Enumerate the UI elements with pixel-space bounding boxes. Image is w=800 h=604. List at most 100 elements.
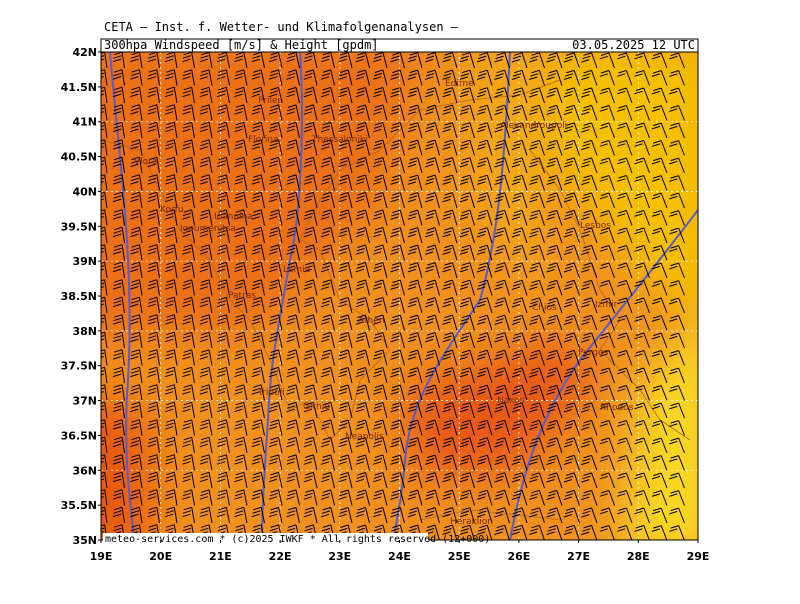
wind-barb bbox=[529, 262, 545, 279]
wind-barb bbox=[338, 437, 353, 454]
wind-barb bbox=[459, 437, 475, 454]
wind-barb bbox=[268, 314, 283, 331]
wind-barb bbox=[511, 314, 528, 331]
wind-barb bbox=[442, 192, 458, 209]
wind-barb bbox=[303, 86, 318, 104]
wind-barb bbox=[112, 156, 125, 174]
wind-barb bbox=[112, 279, 125, 296]
wind-barb bbox=[101, 349, 108, 366]
wind-barb bbox=[373, 349, 388, 366]
wind-barb bbox=[182, 419, 195, 436]
wind-barb bbox=[320, 401, 335, 419]
wind-barb bbox=[442, 227, 458, 244]
wind-barb bbox=[234, 471, 248, 489]
wind-barb bbox=[599, 87, 615, 104]
wind-barb bbox=[459, 297, 475, 314]
wind-barb bbox=[546, 454, 563, 471]
wind-barb bbox=[320, 436, 335, 454]
wind-barb bbox=[251, 52, 265, 69]
wind-barb bbox=[182, 366, 195, 384]
wind-barb bbox=[373, 384, 388, 401]
wind-barb bbox=[390, 139, 405, 156]
wind-barb bbox=[390, 122, 405, 139]
wind-barb bbox=[286, 261, 300, 279]
wind-barb bbox=[494, 104, 510, 121]
wind-barb bbox=[634, 402, 650, 419]
wind-barb bbox=[459, 139, 475, 156]
wind-barb bbox=[563, 157, 580, 174]
wind-barb bbox=[477, 314, 493, 331]
wind-barb bbox=[303, 436, 318, 454]
wind-barb bbox=[303, 209, 318, 226]
wind-barb bbox=[563, 524, 580, 540]
wind-barb bbox=[268, 279, 283, 296]
wind-barb bbox=[286, 209, 300, 226]
wind-barb bbox=[546, 244, 563, 261]
wind-barb bbox=[546, 262, 563, 279]
wind-barb bbox=[459, 384, 475, 401]
wind-barb bbox=[617, 105, 633, 121]
wind-barb bbox=[338, 297, 353, 314]
wind-barb bbox=[442, 157, 458, 174]
wind-barb bbox=[425, 104, 440, 121]
wind-barb bbox=[477, 209, 493, 226]
wind-barb bbox=[407, 174, 423, 191]
wind-barb bbox=[268, 244, 283, 261]
wind-barb bbox=[669, 385, 685, 401]
wind-barb bbox=[634, 350, 650, 366]
wind-barb bbox=[617, 315, 633, 331]
wind-barb bbox=[147, 384, 160, 401]
lon-label: 20E bbox=[149, 550, 172, 563]
wind-barb bbox=[199, 454, 213, 471]
wind-barb bbox=[234, 174, 248, 191]
wind-barb bbox=[634, 280, 650, 296]
wind-barb bbox=[581, 174, 598, 191]
wind-barb bbox=[355, 489, 370, 506]
wind-barb bbox=[373, 524, 388, 540]
wind-barb bbox=[268, 296, 283, 314]
wind-barb bbox=[390, 349, 405, 366]
wind-barb bbox=[216, 314, 230, 331]
wind-barb bbox=[390, 332, 405, 349]
wind-barb bbox=[511, 367, 528, 384]
wind-barb bbox=[407, 192, 423, 209]
wind-barb bbox=[251, 401, 265, 419]
wind-barb bbox=[164, 366, 178, 384]
wind-barb bbox=[234, 52, 248, 69]
wind-barb bbox=[617, 262, 633, 279]
wind-barb bbox=[390, 402, 405, 419]
wind-barb bbox=[373, 314, 388, 331]
wind-barb bbox=[407, 454, 423, 471]
wind-barb bbox=[599, 192, 615, 209]
wind-barb bbox=[390, 244, 405, 261]
wind-barb bbox=[651, 332, 668, 349]
wind-barb bbox=[182, 191, 195, 209]
wind-barb bbox=[338, 104, 353, 121]
city-label: Edirne bbox=[445, 79, 474, 89]
wind-barb bbox=[286, 279, 300, 296]
wind-barb bbox=[303, 471, 318, 489]
wind-barb bbox=[251, 244, 265, 261]
wind-barb bbox=[320, 454, 335, 471]
wind-barb bbox=[130, 209, 143, 226]
city-label: Neapolis bbox=[345, 432, 384, 442]
wind-barb bbox=[147, 174, 160, 191]
wind-barb bbox=[581, 332, 598, 349]
axes: 42N 41.5N 41N 40.5N 40N 39.5N 39N 38.5N 38N 37.5N… bbox=[61, 46, 710, 563]
wind-barb bbox=[130, 69, 143, 86]
wind-barb bbox=[101, 174, 108, 191]
wind-barb bbox=[355, 279, 370, 296]
wind-barb bbox=[101, 331, 108, 349]
wind-barb bbox=[199, 296, 213, 314]
wind-barb bbox=[182, 279, 195, 296]
wind-barb bbox=[390, 69, 405, 86]
wind-barb bbox=[286, 296, 300, 314]
wind-barb bbox=[477, 87, 493, 104]
wind-barb bbox=[182, 314, 195, 331]
wind-barb bbox=[338, 454, 353, 471]
wind-barb bbox=[286, 454, 300, 471]
city-label: Athen bbox=[358, 316, 384, 326]
wind-barb bbox=[286, 156, 300, 174]
wind-barb bbox=[581, 262, 598, 279]
wind-barb bbox=[355, 402, 370, 419]
